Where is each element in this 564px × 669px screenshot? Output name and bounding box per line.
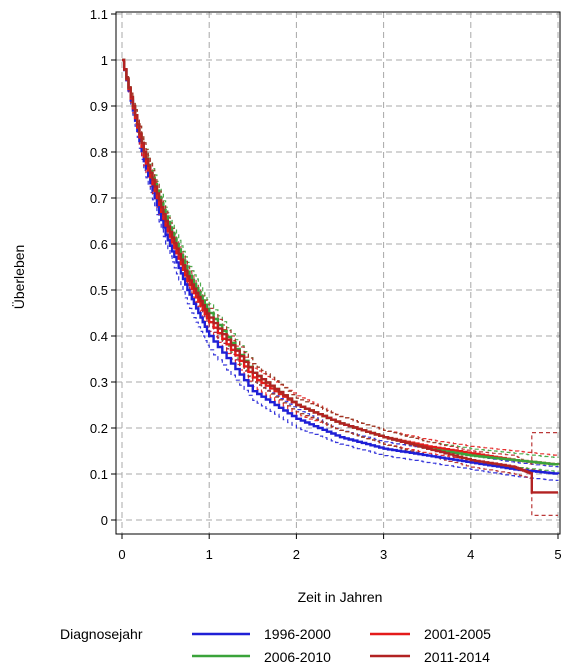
- plot-frame: [115, 11, 561, 535]
- y-tick-label: 0.9: [90, 99, 108, 114]
- x-tick-label: 3: [380, 547, 387, 562]
- legend-label: 1996-2000: [264, 626, 331, 642]
- legend-label: 2006-2010: [264, 649, 331, 665]
- y-tick-label: 0: [101, 513, 108, 528]
- y-tick-label: 1.1: [90, 7, 108, 22]
- series-lines: [122, 58, 560, 494]
- y-tick-label: 1: [101, 53, 108, 68]
- y-axis-title: Überleben: [10, 245, 27, 310]
- x-tick-label: 0: [118, 547, 125, 562]
- x-tick-label: 2: [293, 547, 300, 562]
- ci-band-lower-1996-2000: [122, 59, 559, 481]
- x-tick-label: 1: [206, 547, 213, 562]
- legend-title: Diagnosejahr: [60, 626, 143, 642]
- y-tick-label: 0.4: [90, 329, 108, 344]
- x-tick-label: 5: [554, 547, 561, 562]
- y-tick-label: 0.1: [90, 467, 108, 482]
- y-tick-label: 0.2: [90, 421, 108, 436]
- x-axis-ticks: 0 1 2 3 4 5: [118, 534, 562, 562]
- y-tick-label: 0.7: [90, 191, 108, 206]
- y-tick-label: 0.3: [90, 375, 108, 390]
- legend: Diagnosejahr 1996-2000 2001-2005 2006-2010…: [60, 626, 491, 665]
- ci-band-upper-2011-2014: [122, 59, 558, 465]
- x-tick-label: 4: [467, 547, 474, 562]
- y-tick-label: 0.8: [90, 145, 108, 160]
- x-axis-title: Zeit in Jahren: [298, 589, 383, 605]
- legend-label: 2001-2005: [424, 626, 491, 642]
- series-line-1996-2000: [122, 58, 560, 475]
- grid-lines: [116, 12, 560, 534]
- legend-label: 2011-2014: [424, 649, 490, 665]
- y-tick-label: 0.6: [90, 237, 108, 252]
- series-line-2011-2014: [122, 58, 558, 494]
- y-tick-label: 0.5: [90, 283, 108, 298]
- y-axis-ticks: 0 0.1 0.2 0.3 0.4 0.5 0.6 0.7 0.8 0.9 1 1.1: [90, 7, 116, 528]
